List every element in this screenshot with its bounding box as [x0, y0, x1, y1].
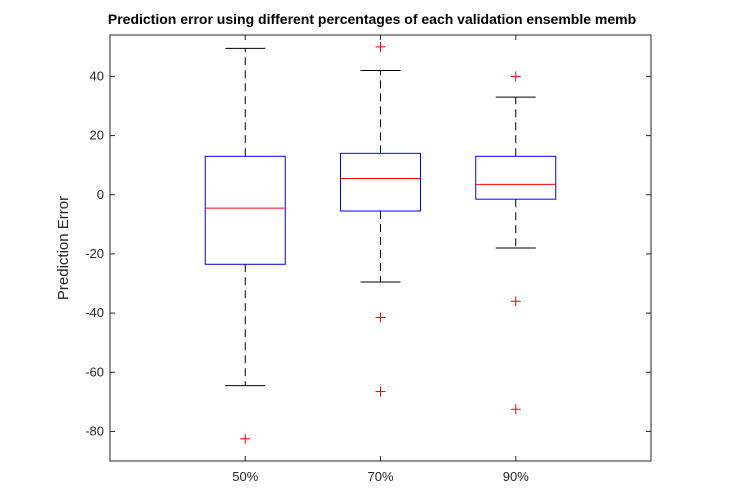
y-tick-label: -60	[85, 364, 104, 379]
box-90pct	[475, 71, 557, 415]
y-tick-label: -80	[85, 423, 104, 438]
box-50pct	[204, 47, 286, 444]
outlier-marker	[375, 386, 386, 397]
box-series	[204, 41, 557, 444]
outlier-marker	[510, 296, 521, 307]
box-70pct	[340, 41, 421, 397]
y-tick-label: -20	[85, 246, 104, 261]
y-tick-label: 40	[90, 68, 104, 83]
y-axis-ticks: -80 -60 -40 -20 0 20 40	[85, 68, 651, 438]
iqr-box	[204, 155, 286, 265]
y-tick-label: -40	[85, 305, 104, 320]
y-axis-label: Prediction Error	[55, 196, 72, 300]
y-tick-label: 20	[90, 128, 104, 143]
x-tick-label: 70%	[367, 469, 393, 484]
y-tick-label: 0	[97, 187, 104, 202]
x-axis-ticks: 50% 70% 90%	[232, 35, 529, 484]
outlier-marker	[510, 404, 521, 415]
x-tick-label: 90%	[503, 469, 529, 484]
iqr-box	[475, 155, 557, 200]
outlier-marker	[240, 433, 251, 444]
chart-title: Prediction error using different percent…	[108, 11, 636, 27]
outlier-marker	[375, 312, 386, 323]
outlier-marker	[510, 71, 521, 82]
iqr-box	[340, 152, 421, 212]
x-tick-label: 50%	[232, 469, 258, 484]
outlier-marker	[375, 41, 386, 52]
